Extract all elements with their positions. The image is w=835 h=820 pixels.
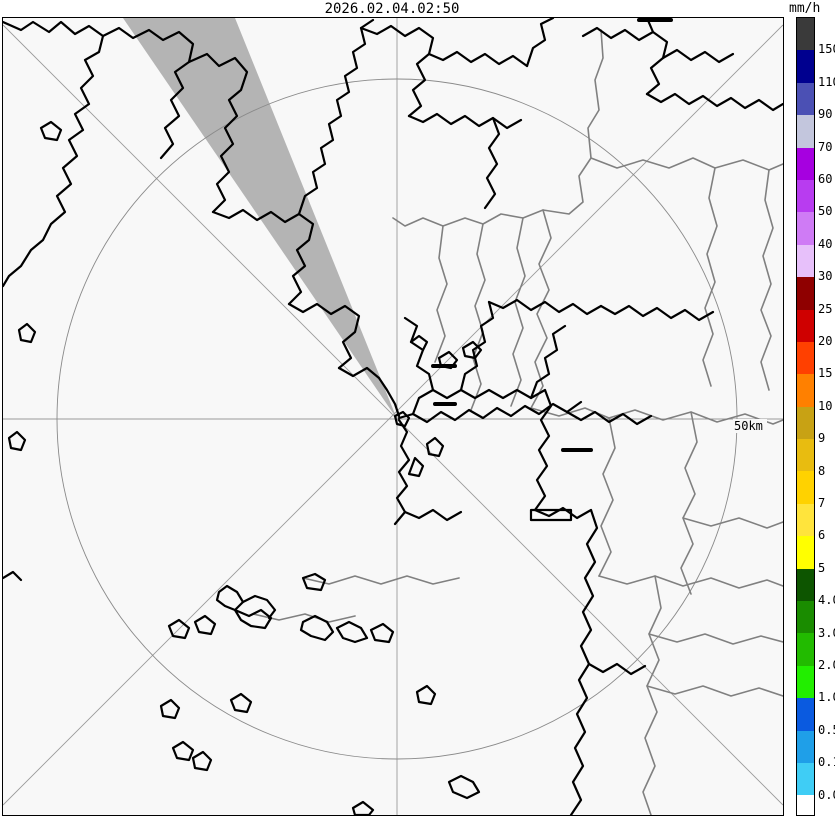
colorbar-tick: 7 [818,496,826,510]
colorbar-band [797,698,814,731]
colorbar-band [797,503,814,537]
colorbar-band [797,374,814,407]
colorbar-tick: 30 [818,269,833,283]
coastlines [3,18,783,815]
colorbar-band [797,762,814,796]
colorbar-tick: 6 [818,528,826,542]
colorbar-tick: 0.1 [818,755,835,769]
colorbar-band [797,601,814,634]
colorbar-band [797,18,814,51]
colorbar-band [797,212,814,245]
colorbar[interactable] [796,17,815,816]
colorbar-tick: 9 [818,431,826,445]
colorbar-tick: 20 [818,334,833,348]
page-title: 2026.02.04.02:50 [324,1,460,17]
colorbar-tick: 8 [818,464,826,478]
colorbar-band [797,244,814,278]
colorbar-band [797,665,814,699]
map-panel[interactable]: 50km [2,17,784,816]
range-label-text: 50km [734,419,763,433]
colorbar-band-empty [797,795,814,815]
colorbar-tick: 15 [818,366,833,380]
colorbar-band [797,147,814,180]
colorbar-tick: 60 [818,172,833,186]
colorbar-tick: 25 [818,302,833,316]
range-ring-label: 50km [733,419,767,433]
colorbar-tick: 70 [818,140,833,154]
graticule-lines [3,18,783,815]
colorbar-tick: 110 [818,75,835,89]
coastline-highlights [431,18,673,452]
colorbar-band [797,439,814,472]
colorbar-tick: 50 [818,204,833,218]
colorbar-tick: 3.0 [818,626,835,640]
colorbar-band [797,406,814,440]
colorbar-tick: 150 [818,42,835,56]
colorbar-band [797,633,814,666]
colorbar-tick-labels: 150 110 90 70 60 50 40 30 25 20 15 10 9 8 7 6 5 4.0 3.0 2.0… [816,17,835,816]
colorbar-tick: 1.0 [818,690,835,704]
colorbar-band [797,50,814,83]
colorbar-band [797,568,814,602]
colorbar-band [797,277,814,310]
admin-boundaries [252,29,783,815]
colorbar-tick: 90 [818,107,833,121]
colorbar-band [797,536,814,569]
map-background [3,18,783,815]
colorbar-tick: 10 [818,399,833,413]
colorbar-band [797,179,814,213]
colorbar-band [797,115,814,148]
map-canvas[interactable]: 50km [3,18,783,815]
colorbar-band [797,471,814,504]
colorbar-tick: 4.0 [818,593,835,607]
colorbar-band [797,341,814,375]
colorbar-units-label: mm/h [789,1,821,16]
colorbar-tick: 0.0 [818,788,835,802]
colorbar-tick: 0.5 [818,723,835,737]
colorbar-tick: 40 [818,237,833,251]
colorbar-tick: 5 [818,561,826,575]
colorbar-band [797,82,814,116]
colorbar-band [797,309,814,342]
colorbar-band [797,730,814,763]
colorbar-tick: 2.0 [818,658,835,672]
